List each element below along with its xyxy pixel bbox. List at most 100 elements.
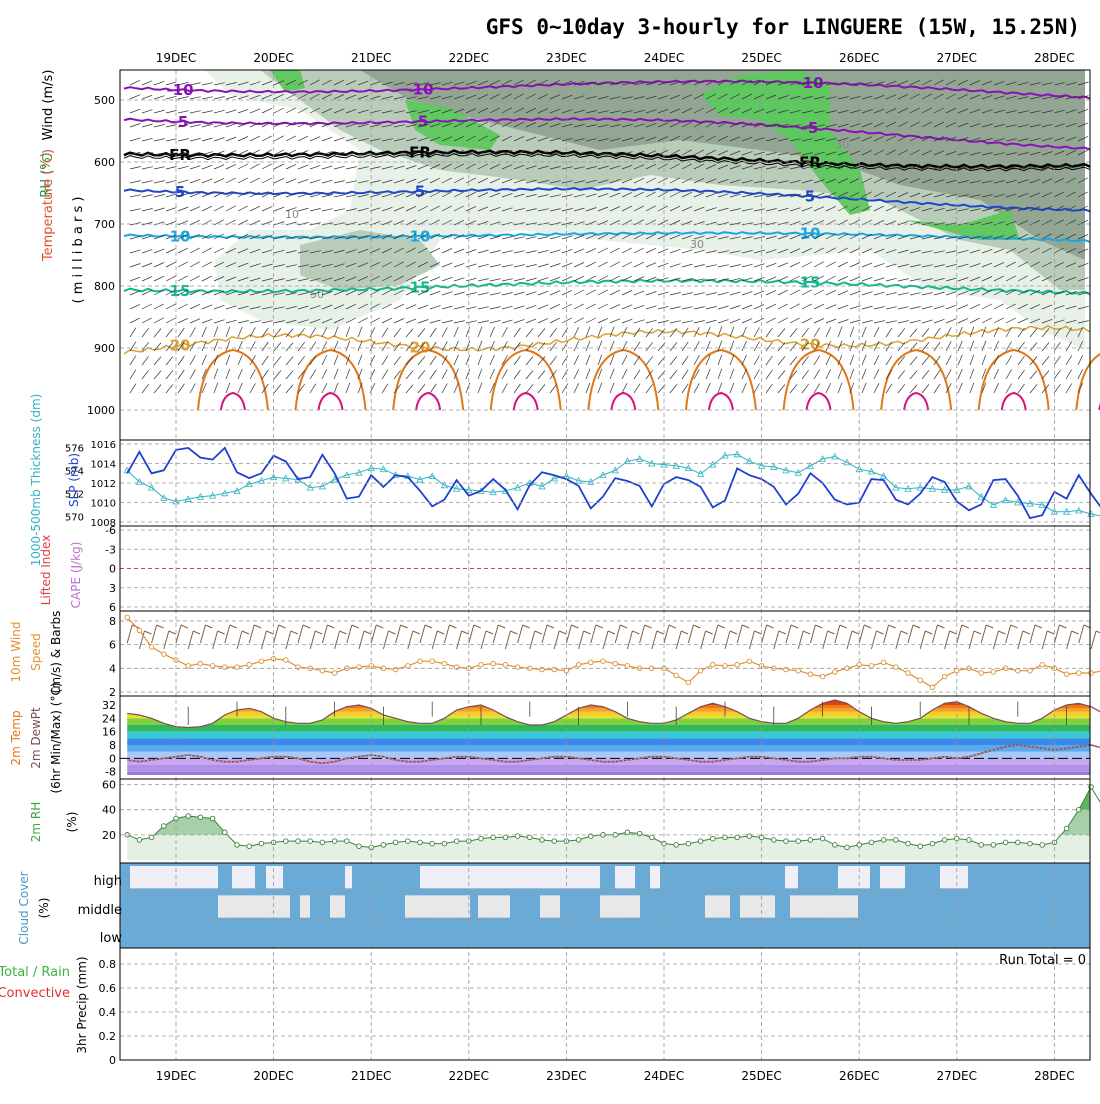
wind-barb xyxy=(681,191,693,198)
rh2m-point xyxy=(893,837,899,843)
thickness-point xyxy=(233,487,241,494)
wind-barb xyxy=(153,207,165,212)
wind-barb xyxy=(237,177,248,184)
wind-barb xyxy=(873,108,885,114)
wind-barb xyxy=(177,96,189,100)
wind-barb xyxy=(585,354,591,366)
wind-barb xyxy=(417,137,429,142)
wind-barb xyxy=(789,152,801,156)
wind-barb xyxy=(129,263,141,268)
cloud-mid-clear xyxy=(600,895,640,918)
wind-barb xyxy=(441,262,453,268)
li-tick: 3 xyxy=(109,582,116,595)
wind-barb-10m xyxy=(419,624,426,644)
wind-barb xyxy=(837,354,843,366)
precip-tick: 0.2 xyxy=(99,1030,117,1043)
wind-barb xyxy=(321,222,333,226)
warm-contour-30 xyxy=(1000,391,1027,411)
wind-barb xyxy=(861,291,873,296)
wind-barb-10m xyxy=(748,630,755,650)
wind-barb xyxy=(849,247,861,254)
wind-barb xyxy=(321,165,333,170)
wind-barb xyxy=(1065,95,1077,100)
wind-barb-10m xyxy=(602,630,609,650)
wind-barb xyxy=(225,382,231,394)
cloud-high-clear xyxy=(880,866,905,889)
wind-barb xyxy=(249,163,260,170)
wind-barb xyxy=(393,384,401,394)
wind-barb xyxy=(141,355,149,366)
wind-barb xyxy=(993,382,999,394)
wind-speed-point xyxy=(819,673,826,680)
wind-barb-10m xyxy=(138,630,145,650)
wind-barb xyxy=(177,233,189,240)
wind-barb xyxy=(549,317,560,324)
rh2m-point xyxy=(1002,839,1009,846)
wind-barb xyxy=(141,221,153,226)
wind-barb xyxy=(237,368,243,380)
wind-barb xyxy=(261,249,273,254)
rh2m-band xyxy=(127,787,1090,810)
pressure-tick: 1000 xyxy=(87,404,115,417)
wind-barb-10m xyxy=(712,624,719,644)
wind-barb xyxy=(381,247,393,254)
wind-barb xyxy=(981,303,992,310)
wind-barb xyxy=(429,95,441,100)
wind-barb xyxy=(381,206,393,212)
warm-contour-25 xyxy=(489,348,562,411)
wind-barb xyxy=(765,369,773,380)
rh2m-point xyxy=(185,813,191,819)
wind-barb xyxy=(237,340,243,352)
wind-barb-flag xyxy=(742,624,750,629)
wind-barb xyxy=(885,320,897,324)
wind-barb xyxy=(645,95,657,100)
wind-barb xyxy=(921,384,930,394)
stability-label-li: Lifted Index xyxy=(39,535,53,606)
wind-barb xyxy=(657,95,669,100)
wind-barb xyxy=(1041,110,1053,114)
stability-label-cape: CAPE (J/kg) xyxy=(69,542,83,609)
wind-barb xyxy=(861,191,872,198)
wind-barb xyxy=(273,320,285,324)
wind-barb xyxy=(129,235,141,240)
wind-barb xyxy=(513,179,525,184)
wind-barb xyxy=(789,234,801,240)
wind-barb-flag xyxy=(1059,624,1067,629)
wind-speed-point xyxy=(1076,670,1082,676)
wind-barb xyxy=(741,250,753,254)
wind-barb xyxy=(669,370,678,380)
wind-barb xyxy=(357,368,363,380)
wind-speed-point xyxy=(783,666,789,673)
wind-barb xyxy=(729,107,740,114)
wind-barb xyxy=(321,236,333,240)
wind-tick: 6 xyxy=(109,639,116,652)
wind-barb xyxy=(777,342,786,352)
wind-speed-point xyxy=(429,658,435,664)
wind-barb xyxy=(537,328,546,338)
wind-barb xyxy=(681,327,689,338)
wind-barb-flag xyxy=(559,630,567,635)
wind-barb xyxy=(369,369,376,380)
wind-barb xyxy=(477,163,488,170)
wind-barb xyxy=(933,207,945,212)
wind-barb xyxy=(921,121,932,128)
wind-barb xyxy=(765,341,773,352)
wind-barb xyxy=(429,276,441,282)
wind-barb xyxy=(153,80,165,86)
rh2m-point xyxy=(441,840,448,847)
wind-barb xyxy=(333,326,339,338)
wind-barb xyxy=(1065,163,1077,170)
wind-barb xyxy=(669,108,681,114)
wind-barb xyxy=(561,276,573,282)
wind-barb xyxy=(705,264,717,268)
wind-barb-10m xyxy=(480,630,487,650)
wind-barb xyxy=(465,191,477,198)
wind-barb xyxy=(345,108,357,114)
wind-barb xyxy=(489,192,501,198)
wind-barb xyxy=(981,152,993,156)
wind-barb xyxy=(1053,247,1064,254)
wind-barb xyxy=(885,149,896,156)
wind-barb xyxy=(501,135,512,142)
wind-barb xyxy=(729,318,741,324)
wind-barb xyxy=(249,81,261,86)
